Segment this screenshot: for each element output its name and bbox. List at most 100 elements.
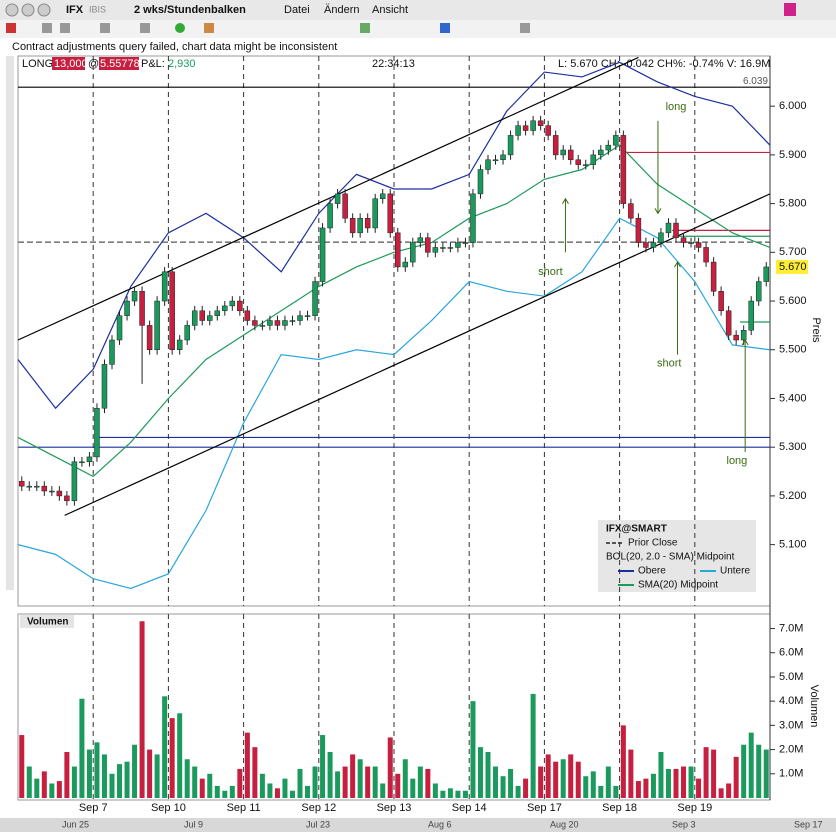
candle-body [259,325,266,327]
volume-bar [508,768,514,798]
volume-bar [169,718,175,798]
volume-bar [342,766,348,798]
volume-bar [19,735,25,798]
icon[interactable] [100,23,110,33]
candle-body [477,169,484,195]
volume-bar [417,766,423,798]
candle-body [49,490,55,493]
scroll-bar[interactable] [6,56,14,590]
candle-body [492,159,499,162]
button[interactable] [37,3,51,17]
candle-body [673,222,679,238]
candle-body [402,261,409,268]
volume-bar [49,783,55,798]
volume-bar [650,773,656,798]
volume-bar [477,747,483,798]
icon[interactable] [140,23,150,33]
candle-body [755,281,762,302]
icon[interactable] [520,23,530,33]
volume-bar [267,783,273,798]
candle-body [327,203,333,229]
candle-body [440,247,446,249]
time-scroller[interactable] [0,818,836,832]
candle-body [387,193,393,234]
volume-bar [462,790,468,798]
volume-bar [402,759,408,798]
x-tick-label: Sep 18 [602,802,637,814]
candle-body [222,305,228,312]
legend-label[interactable]: Untere [720,566,750,577]
candle-body [658,232,664,243]
candle-body [613,135,619,146]
candle-body [665,222,672,234]
quote: L: 5.670 CH: -0.042 CH%: -0.74% V: 16.9M [558,58,770,70]
icon[interactable] [6,23,16,33]
scroller-label: Jun 25 [62,819,89,829]
menu[interactable]: Ändern [324,4,359,16]
volume-bar [763,749,769,798]
legend-label: Prior Close [628,538,678,549]
candle-body [214,310,221,316]
candle-body [139,291,145,326]
volume-bar [289,790,295,798]
position-price: 5.55778 [100,58,140,70]
candle-body [364,217,371,229]
x-tick-label: Sep 10 [151,802,186,814]
candle-body [522,125,529,131]
volume-bar [86,749,92,798]
volume-bar [274,788,280,798]
close-button[interactable] [820,42,832,54]
icon[interactable] [440,23,450,33]
volume-bar [154,754,160,798]
button[interactable] [21,3,35,17]
volume-bar [26,766,32,798]
candle-body [176,339,183,351]
indicator-line [17,217,771,590]
y-axis-title: Volumen [808,685,820,728]
pane-title: Volumen [27,617,68,628]
volume-bar [199,778,205,798]
period[interactable]: 2 wks/Stundenbalken [134,4,246,16]
volume-bar [207,773,213,798]
volume-bar [192,766,198,798]
icon[interactable] [204,23,214,33]
volume-bar [500,776,506,798]
legend-label[interactable]: SMA(20) Midpoint [638,580,718,591]
volume-bar [493,766,499,798]
y-tick-label: 6.000 [779,100,807,112]
icon[interactable] [360,23,370,33]
candle-body [41,485,48,492]
menu[interactable]: Datei [284,4,310,16]
candle-body [718,291,724,312]
button[interactable] [5,3,19,17]
candle-body [583,164,589,166]
candle-body [86,456,93,463]
candle-body [733,334,739,341]
volume-bar [538,766,544,798]
y-tick-label: 5.0M [779,671,803,683]
y-tick-label: 6.0M [779,647,803,659]
menu[interactable]: Ansicht [372,4,408,16]
candle-body [379,193,386,199]
volume-bar [229,785,235,798]
symbol[interactable]: IFX [66,4,84,16]
candle-body [763,266,769,282]
icon[interactable] [42,23,52,33]
volume-bar [222,790,228,798]
legend-label[interactable]: Obere [638,566,666,577]
candle-body [282,320,288,326]
trend-line [17,56,639,341]
volume-bar [673,768,679,798]
icon[interactable] [60,23,70,33]
pane-label-box [20,615,74,628]
candle-body [34,485,40,488]
volume-bar [139,621,145,798]
volume-bar [688,766,694,798]
volume-bar [658,752,664,798]
candle-body [289,320,296,322]
candle-body [432,247,439,253]
volume-bar [515,785,521,798]
icon[interactable] [175,23,185,33]
scroller-label: Aug 6 [428,819,452,829]
icon[interactable] [784,3,796,16]
